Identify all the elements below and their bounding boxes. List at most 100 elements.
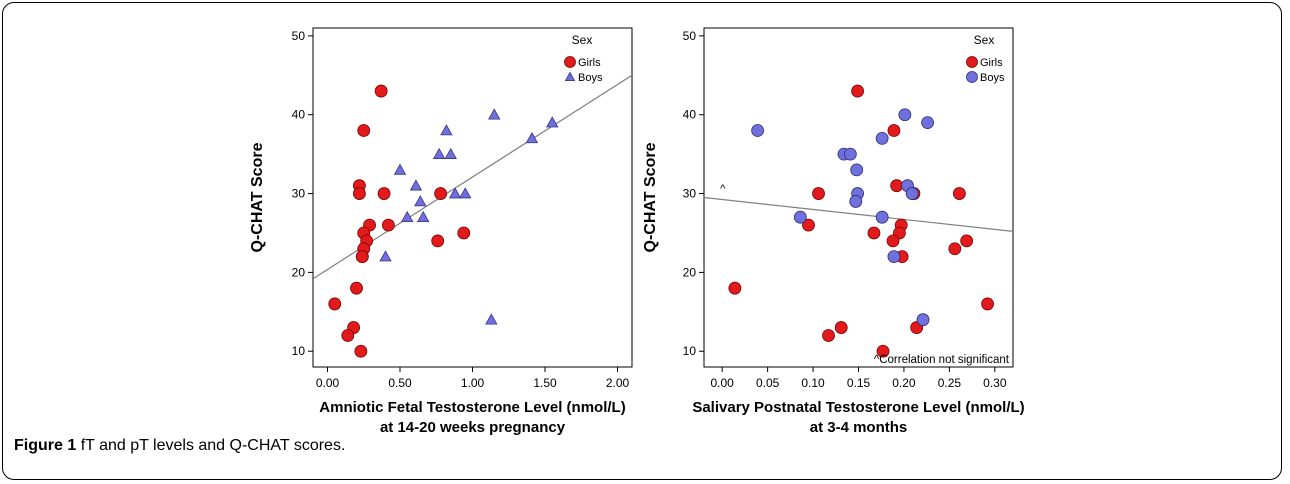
data-point-boys	[898, 108, 912, 122]
data-point-girls	[851, 84, 864, 98]
x-tick-label: 0.20	[892, 376, 916, 390]
data-point-girls	[355, 250, 369, 264]
data-point-boys	[525, 132, 539, 144]
y-tick-label: 50	[292, 29, 306, 43]
data-point-girls	[822, 329, 835, 342]
y-tick-label: 40	[683, 108, 697, 122]
x-tick-label: 1.50	[533, 376, 557, 390]
x-axis-label: Amniotic Fetal Testosterone Level (nmol/…	[319, 399, 625, 416]
data-point-boys	[444, 147, 457, 159]
data-point-girls	[834, 321, 848, 334]
y-tick-label: 30	[683, 187, 697, 201]
data-point-girls	[350, 281, 363, 295]
data-point-girls	[890, 179, 904, 193]
data-point-boys	[393, 163, 407, 175]
legend-label-boys: Boys	[980, 72, 1005, 84]
data-point-girls	[887, 124, 901, 137]
data-point-boys	[921, 116, 934, 130]
data-point-boys	[905, 187, 919, 200]
x-axis-label-line2: at 14-20 weeks pregnancy	[380, 419, 566, 436]
chart-postnatal-testosterone: 10 20 30 40 50 0.00 0.05 0.10 0.15 0.20 0.25 0.30 Sa…	[642, 27, 1025, 436]
data-point-girls	[728, 281, 742, 295]
x-tick-label: 0.00	[710, 376, 734, 390]
data-point-boys	[432, 147, 446, 159]
figure-caption-label: Figure 1	[14, 437, 77, 454]
data-point-girls	[948, 242, 962, 256]
data-point-boys	[379, 250, 392, 262]
data-point-girls	[381, 218, 395, 232]
data-point-boys	[793, 210, 807, 224]
x-tick-label: 0.10	[801, 376, 825, 390]
data-point-boys	[401, 210, 414, 223]
data-point-boys	[546, 116, 559, 128]
data-point-girls	[431, 234, 445, 248]
data-point-girls	[341, 329, 355, 342]
legend-title: Sex	[974, 33, 995, 47]
legend-marker-boys	[564, 71, 576, 81]
data-point-girls	[357, 124, 371, 137]
data-point-girls	[867, 226, 881, 240]
legend: Sex Girls Boys	[966, 33, 1005, 84]
legend-marker-girls	[564, 56, 576, 68]
data-point-boys	[751, 124, 765, 137]
data-point-girls	[374, 84, 388, 98]
y-tick-label: 40	[292, 108, 306, 122]
x-tick-label: 0.00	[316, 376, 340, 390]
y-axis-label: Q-CHAT Score	[642, 142, 659, 252]
data-point-girls	[981, 297, 994, 311]
legend: Sex Girls Boys	[564, 33, 603, 84]
data-point-girls	[354, 344, 368, 358]
data-point-boys	[448, 187, 462, 199]
regression-line	[704, 196, 1013, 232]
x-axis-label-line2: at 3-4 months	[810, 419, 908, 436]
data-point-girls	[886, 234, 900, 248]
y-tick-label: 10	[683, 344, 697, 358]
y-tick-label: 10	[292, 344, 306, 358]
data-point-boys	[409, 179, 423, 191]
data-point-boys	[843, 147, 857, 161]
data-point-girls	[352, 187, 366, 200]
data-point-boys	[875, 210, 889, 224]
data-point-boys	[485, 313, 498, 325]
data-point-girls	[952, 187, 966, 200]
x-tick-label: 0.25	[938, 376, 962, 390]
data-point-boys	[850, 163, 864, 177]
legend-title: Sex	[572, 33, 593, 47]
data-point-boys	[849, 195, 863, 208]
data-point-girls	[457, 226, 471, 240]
legend-label-girls: Girls	[578, 57, 601, 69]
data-point-boys	[875, 131, 889, 145]
data-point-boys	[916, 313, 930, 327]
data-point-girls	[802, 218, 815, 232]
data-point-boys	[459, 187, 472, 199]
annotation-caret: ^	[720, 183, 726, 195]
x-tick-label: 2.00	[606, 376, 630, 390]
annotation-note: ^Correlation not significant	[874, 354, 1010, 366]
x-tick-label: 0.50	[388, 376, 412, 390]
data-point-girls	[328, 297, 342, 311]
figure-caption: Figure 1 fT and pT levels and Q-CHAT sco…	[14, 437, 345, 455]
figure-frame	[2, 2, 1282, 480]
chart-fetal-testosterone: 10 20 30 40 50 0.00 0.50 1.00 1.50 2.00 Amniotic F…	[249, 27, 633, 436]
x-tick-label: 1.00	[461, 376, 485, 390]
x-axis-label: Salivary Postnatal Testosterone Level (n…	[692, 399, 1024, 416]
data-point-girls	[812, 187, 825, 200]
legend-label-boys: Boys	[578, 72, 603, 84]
data-point-boys	[440, 124, 453, 136]
data-point-boys	[488, 108, 501, 120]
data-point-boys	[887, 250, 901, 264]
legend-label-girls: Girls	[980, 57, 1003, 69]
x-tick-label: 0.15	[847, 376, 871, 390]
legend-marker-girls	[966, 56, 978, 68]
y-tick-label: 20	[683, 265, 697, 279]
figure-caption-text: fT and pT levels and Q-CHAT scores.	[80, 437, 346, 454]
x-tick-label: 0.30	[983, 376, 1007, 390]
y-tick-label: 20	[292, 265, 306, 279]
y-tick-label: 50	[683, 29, 697, 43]
y-axis-label: Q-CHAT Score	[249, 142, 266, 252]
data-point-girls	[377, 187, 391, 200]
data-point-boys	[417, 210, 430, 223]
data-point-boys	[414, 195, 427, 207]
data-point-girls	[434, 187, 448, 200]
x-tick-label: 0.05	[756, 376, 780, 390]
